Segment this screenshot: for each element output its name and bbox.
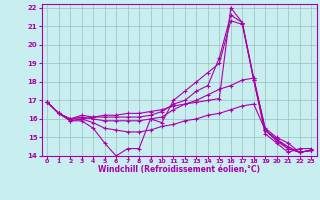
X-axis label: Windchill (Refroidissement éolien,°C): Windchill (Refroidissement éolien,°C) <box>98 165 260 174</box>
